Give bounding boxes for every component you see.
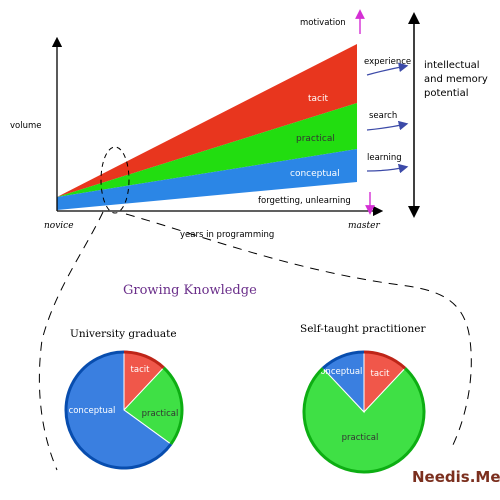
graduate-pie: tacit practical conceptual (64, 350, 184, 470)
potential-label-line3: potential (424, 88, 468, 99)
pie-label-tacit: tacit (371, 369, 391, 379)
practical-layer (57, 103, 357, 197)
x-axis-label: years in programming (180, 230, 274, 240)
pie-rim-practical (302, 367, 426, 474)
potential-indicator: intellectual and memory potential (408, 12, 488, 218)
pie-rim-tacit (123, 350, 165, 369)
zoom-ellipse (100, 146, 130, 214)
conceptual-layer (57, 149, 357, 210)
practical-label: practical (296, 134, 335, 144)
pie-label-conceptual: conceptual (69, 406, 116, 416)
pie-rim-conceptual (321, 350, 365, 370)
search-label: search (369, 111, 397, 121)
conceptual-label: conceptual (290, 169, 340, 179)
pie-label-tacit: tacit (131, 365, 151, 375)
potential-label-line1: intellectual (424, 60, 480, 71)
graduate-pie-title: University graduate (70, 328, 177, 340)
y-axis-label: volume (10, 121, 42, 131)
learning-arrow (366, 163, 409, 174)
experience-label: experience (364, 57, 411, 67)
learning-label: learning (367, 153, 402, 163)
pie-label-conceptual: conceptual (316, 367, 363, 377)
brand-logo-text: Needis.Me (412, 468, 500, 486)
motivation-label: motivation (300, 18, 346, 28)
pie-rim-tacit (363, 350, 407, 370)
potential-label-line2: and memory (424, 74, 488, 85)
pie-label-practical: practical (342, 433, 379, 443)
pie-rim-conceptual (64, 350, 173, 470)
wedge-chart: tacit practical conceptual forgetting, u… (10, 9, 384, 240)
side-inputs: experience search learning (364, 57, 411, 174)
pie-label-practical: practical (142, 409, 179, 419)
experience-arrow (366, 62, 409, 76)
master-label: master (348, 221, 380, 231)
selftaught-pie: tacit practical conceptual (302, 350, 426, 474)
growing-knowledge-title: Growing Knowledge (123, 283, 257, 298)
pie-rim-practical (162, 366, 184, 445)
callout-outline (38, 211, 472, 471)
tacit-layer (57, 44, 357, 197)
novice-label: novice (44, 221, 74, 231)
search-arrow (366, 120, 409, 131)
tacit-label: tacit (308, 94, 328, 104)
selftaught-pie-title: Self-taught practitioner (300, 323, 426, 335)
forgetting-label: forgetting, unlearning (258, 196, 351, 206)
